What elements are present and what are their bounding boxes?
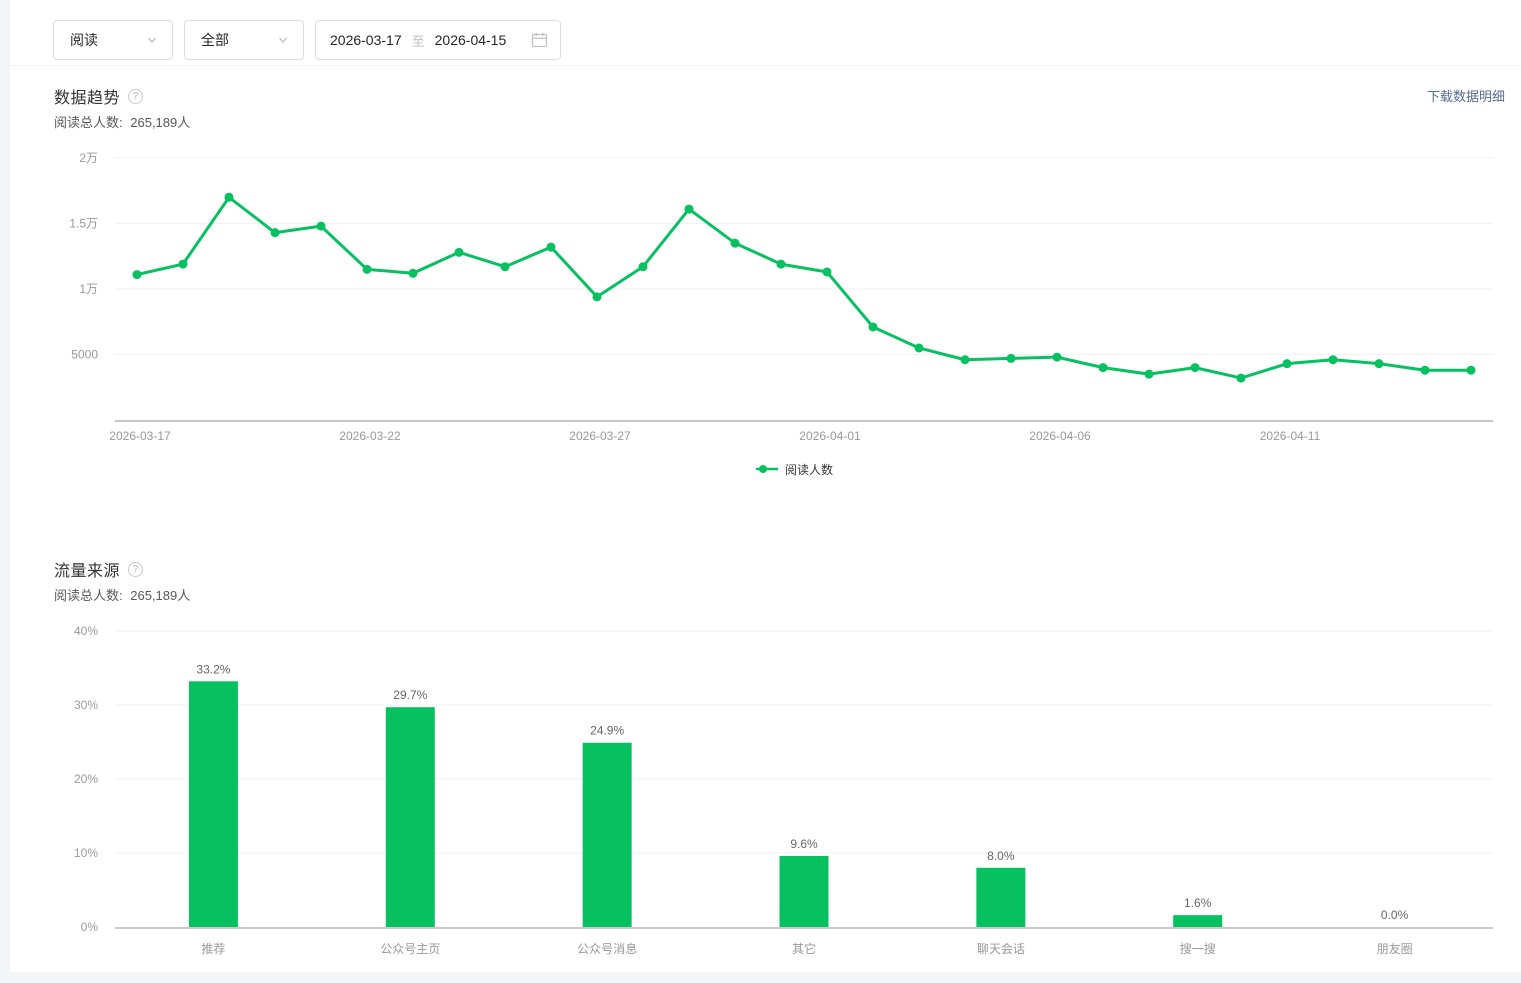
bar-value-label: 1.6% [1184,896,1212,910]
bar-value-label: 9.6% [790,837,818,851]
trend-data-point[interactable] [1374,359,1384,369]
trend-section-header: 数据趋势 ? [54,84,144,108]
bar-value-label: 0.0% [1381,908,1409,922]
y-axis-tick-label: 10% [74,846,98,860]
trend-data-point[interactable] [224,192,234,202]
trend-data-point[interactable] [776,259,786,269]
source-bar[interactable] [385,707,435,927]
trend-data-point[interactable] [500,262,510,272]
metric-select-value: 阅读 [70,32,98,48]
source-section-header: 流量来源 ? [54,557,144,581]
trend-line-chart[interactable]: 5000 1万 1.5万 2万 2026-03-17 2026-03-22 2026-03-… [0,140,1521,452]
source-bar[interactable] [582,742,632,927]
date-range-start: 2026-03-17 [330,32,402,48]
source-bar[interactable] [188,681,238,927]
y-axis-tick-label: 20% [74,772,98,786]
trend-data-point[interactable] [868,322,878,332]
source-section-title: 流量来源 [54,563,121,580]
source-total-label: 阅读总人数: [54,588,123,603]
trend-line [135,195,1473,380]
trend-data-point[interactable] [1098,363,1108,373]
trend-data-point[interactable] [362,264,372,274]
trend-data-point[interactable] [638,262,648,272]
trend-data-point[interactable] [546,242,556,252]
calendar-icon [531,32,548,48]
trend-data-point[interactable] [316,221,326,231]
x-axis-tick-label: 2026-03-17 [109,429,171,443]
trend-data-point[interactable] [178,259,188,269]
trend-data-point[interactable] [1190,363,1200,373]
trend-data-point[interactable] [270,228,280,238]
trend-data-point[interactable] [1236,373,1246,383]
bar-category-label: 其它 [792,941,816,956]
trend-data-point[interactable] [454,247,464,257]
bar-category-label: 聊天会话 [977,942,1025,956]
chevron-down-icon [147,37,157,44]
trend-data-point[interactable] [1052,352,1062,362]
y-axis-tick-label: 1.5万 [69,217,98,231]
scope-select-value: 全部 [201,32,229,48]
trend-total-label: 阅读总人数: [54,115,123,130]
source-bar[interactable] [1173,915,1223,927]
bar-category-label: 朋友圈 [1377,942,1413,956]
y-axis-tick-label: 0% [81,920,99,934]
date-range-picker[interactable]: 2026-03-17 至 2026-04-15 [315,20,561,60]
x-axis-tick-label: 2026-04-01 [799,429,861,443]
bar-category-label: 公众号主页 [380,942,440,956]
x-axis-tick-label: 2026-03-27 [569,429,631,443]
bar-category-label: 搜一搜 [1180,941,1216,956]
trend-data-point[interactable] [132,270,142,280]
date-range-separator: 至 [411,33,425,49]
scope-select[interactable]: 全部 [184,20,304,60]
trend-data-point[interactable] [1006,353,1016,363]
trend-total-readers: 阅读总人数: 265,189人 [54,112,190,131]
trend-data-point[interactable] [822,267,832,277]
bar-value-label: 8.0% [987,849,1015,863]
trend-data-point[interactable] [684,204,694,214]
bar-value-label: 33.2% [196,662,230,676]
y-axis-tick-label: 1万 [79,282,98,296]
source-bar[interactable] [976,867,1026,927]
trend-data-point[interactable] [408,268,418,278]
source-total-readers: 阅读总人数: 265,189人 [54,585,190,604]
trend-data-point[interactable] [1144,369,1154,379]
y-axis-tick-label: 40% [74,624,98,638]
y-axis-tick-label: 30% [74,698,98,712]
analytics-page: 阅读 全部 2026-03-17 至 2026-04-15 数据趋势 ? [10,0,1521,972]
trend-section-title: 数据趋势 [54,90,121,107]
metric-select[interactable]: 阅读 [53,20,173,60]
download-data-link[interactable]: 下载数据明细 [1426,89,1505,104]
trend-data-point[interactable] [592,292,602,302]
bar-category-label: 推荐 [201,942,225,956]
trend-data-point[interactable] [1420,365,1430,375]
y-axis-tick-label: 5000 [71,348,98,362]
legend-item-readers[interactable]: 阅读人数 [105,459,1483,479]
trend-data-point[interactable] [914,343,924,353]
bar-value-label: 24.9% [590,724,624,738]
source-total-value: 265,189人 [130,588,191,603]
chevron-down-icon [278,37,288,44]
filter-toolbar: 阅读 全部 2026-03-17 至 2026-04-15 [10,0,1521,66]
trend-data-point[interactable] [960,355,970,365]
source-help-icon[interactable]: ? [128,561,144,577]
date-range-end: 2026-04-15 [434,32,507,48]
source-bar[interactable] [779,855,829,927]
source-bar-chart[interactable]: 0% 10% 20% 30% 40% 33.2% 推荐 29.7% 公众号主页 24.9% 公众号消… [0,620,1521,972]
x-axis-tick-label: 2026-04-06 [1029,429,1091,443]
legend-label: 阅读人数 [784,462,833,477]
trend-total-value: 265,189人 [130,115,191,130]
x-axis-tick-label: 2026-03-22 [339,429,401,443]
trend-data-point[interactable] [1466,365,1476,375]
trend-help-icon[interactable]: ? [128,88,144,104]
x-axis-tick-label: 2026-04-11 [1260,429,1321,443]
trend-data-point[interactable] [1328,355,1338,365]
trend-data-point[interactable] [1282,359,1292,369]
trend-data-point[interactable] [730,238,740,248]
y-axis-tick-label: 2万 [79,151,98,165]
line-series-marker-icon [755,465,778,473]
bar-category-label: 公众号消息 [577,941,637,956]
bar-value-label: 29.7% [393,688,427,702]
